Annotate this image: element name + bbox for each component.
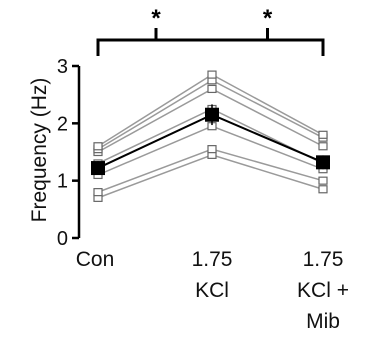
y-tick-label: 2 [57,113,68,135]
individual-point [318,142,328,151]
mean-point [316,155,330,170]
individual-point [318,176,328,185]
x-category-label: 1.75 [303,248,344,271]
y-axis: 0 1 2 3 [57,56,81,250]
x-category-label: KCl [195,279,229,302]
y-axis-title: Frequency (Hz) [28,78,51,223]
mean-point [205,107,219,122]
individual-point [207,145,217,154]
individual-point [318,130,328,139]
significance-star: * [151,5,161,32]
individual-point [93,188,103,197]
x-category-label: 1.75 [192,248,233,271]
x-category-label: Mib [306,310,340,333]
individual-point [93,142,103,151]
individual-lines [93,70,328,202]
x-category-label: Con [76,248,115,271]
significance-star: * [263,5,273,32]
individual-point [207,84,217,94]
mean-series [91,104,330,176]
individual-point [318,185,328,194]
y-tick-label: 3 [57,56,68,78]
y-tick-label: 1 [57,171,68,193]
significance-bracket: * * [96,5,325,56]
x-category-labels: Con 1.75 KCl 1.75 KCl + Mib [76,248,349,333]
y-tick-label: 0 [57,228,68,250]
x-category-label: KCl + [297,279,349,302]
individual-point [207,70,217,79]
mean-point [91,161,105,176]
